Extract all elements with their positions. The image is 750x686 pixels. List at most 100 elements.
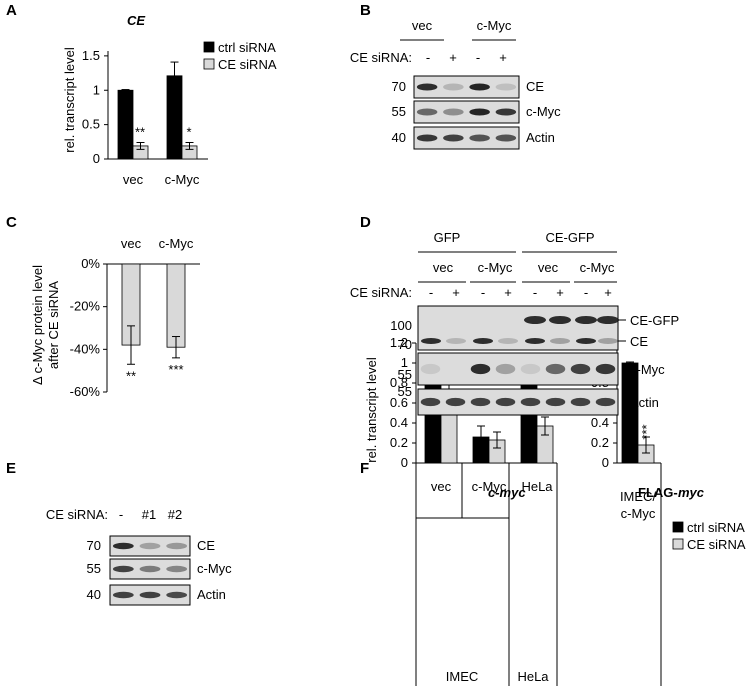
blot-d-myc-band bbox=[420, 363, 441, 375]
chart-c-ytick-label: -20% bbox=[70, 299, 101, 314]
panel-letter-b: B bbox=[360, 2, 371, 19]
chart-f1-xlabel: vec bbox=[431, 479, 452, 494]
blot-d-sign: + bbox=[556, 285, 564, 300]
blot-d-ce-band bbox=[498, 338, 518, 344]
chart-a-ytick-label: 0 bbox=[93, 151, 100, 166]
chart-f2-legend-swatch bbox=[672, 538, 684, 550]
chart-c-ylabel-2: after CE siRNA bbox=[46, 281, 61, 369]
blot-b-row-label: CE bbox=[526, 79, 544, 94]
blot-e-mw: 70 bbox=[87, 538, 101, 553]
blot-e-row-label: Actin bbox=[197, 587, 226, 602]
chart-a-legend-label: ctrl siRNA bbox=[218, 40, 276, 55]
chart-f2-legend-label: ctrl siRNA bbox=[687, 520, 745, 535]
chart-f2-ytick-label: 0.2 bbox=[591, 435, 609, 450]
blot-b-mw: 70 bbox=[392, 79, 406, 94]
chart-a-xlabel: c-Myc bbox=[165, 172, 200, 187]
blot-b-sign: + bbox=[499, 50, 507, 65]
chart-f1-ytick-label: 1.2 bbox=[390, 335, 408, 350]
blot-b-row-0-band bbox=[443, 83, 464, 91]
chart-a-annotation: * bbox=[186, 125, 191, 140]
chart-c-xlabel: c-Myc bbox=[159, 236, 194, 251]
chart-f1-xlabel: c-Myc bbox=[472, 479, 507, 494]
chart-f1-ytick-label: 1 bbox=[401, 355, 408, 370]
chart-f2-title-a: FLAG- bbox=[638, 485, 678, 500]
blot-b-sign: - bbox=[426, 50, 430, 65]
panel-letter-d: D bbox=[360, 214, 371, 231]
chart-f1-title: c-myc bbox=[488, 485, 526, 500]
blot-d-mw: 70 bbox=[398, 337, 412, 352]
blot-d-row-label: CE bbox=[630, 334, 648, 349]
blot-d-actin-band bbox=[420, 397, 441, 407]
chart-c-bar bbox=[166, 263, 186, 348]
blot-d-ce-band bbox=[421, 338, 441, 344]
blot-e-row-2-band bbox=[166, 591, 188, 599]
blot-b-row-2-band bbox=[495, 134, 517, 142]
chart-a-legend-swatch bbox=[203, 41, 215, 53]
chart-f2-title-b: myc bbox=[678, 485, 705, 500]
blot-d-cegfp-band bbox=[597, 316, 619, 324]
blot-b-row-0-band bbox=[469, 83, 490, 91]
chart-f1-ytick-label: 0 bbox=[401, 455, 408, 470]
chart-f2-ytick-label: 0 bbox=[602, 455, 609, 470]
blot-e-row-0-band bbox=[166, 542, 188, 550]
blot-d-mw: 55 bbox=[398, 367, 412, 382]
panel-letter-c: C bbox=[6, 214, 17, 231]
chart-f1-ytick-label: 0.4 bbox=[390, 415, 408, 430]
blot-e-row-2-band bbox=[112, 591, 134, 599]
blot-d-cegfp-band bbox=[524, 316, 546, 324]
blot-d-subgroup: c-Myc bbox=[478, 260, 513, 275]
blot-d-myc-band bbox=[545, 363, 566, 375]
blot-b-row-1-band bbox=[469, 108, 490, 116]
blot-b-row-0-band bbox=[416, 83, 438, 91]
blot-b-row-label: c-Myc bbox=[526, 104, 561, 119]
chart-c-ylabel-1: Δ c-Myc protein level bbox=[30, 265, 45, 385]
chart-f2-ytick-label: 0.4 bbox=[591, 415, 609, 430]
blot-d-group-gfp: GFP bbox=[434, 230, 461, 245]
blot-b-row-1-band bbox=[495, 108, 517, 116]
blot-d-actin-band bbox=[570, 397, 591, 407]
chart-a-legend-label: CE siRNA bbox=[218, 57, 277, 72]
blot-b-row-1-frame bbox=[413, 100, 520, 124]
blot-d-sign: - bbox=[481, 285, 485, 300]
blot-d-myc-band bbox=[595, 363, 616, 375]
chart-f1-xlabel: HeLa bbox=[521, 479, 553, 494]
blot-b-row-1-band bbox=[416, 108, 438, 116]
blot-d-sirna-label: CE siRNA: bbox=[350, 285, 412, 300]
blot-d-subgroup: vec bbox=[538, 260, 559, 275]
blot-d-myc-band bbox=[520, 363, 541, 375]
chart-f2-xlabel-1: IMEC/ bbox=[620, 489, 657, 504]
blot-d-mw: 100 bbox=[390, 318, 412, 333]
blot-d-sign: - bbox=[533, 285, 537, 300]
blot-d-actin-band bbox=[445, 397, 466, 407]
blot-b-row-label: Actin bbox=[526, 130, 555, 145]
chart-a-bar bbox=[117, 89, 134, 160]
blot-d-actin-band bbox=[545, 397, 566, 407]
chart-a-annotation: ** bbox=[135, 125, 145, 140]
blot-d-top-frame bbox=[417, 305, 619, 351]
blot-d-actin-band bbox=[595, 397, 616, 407]
blot-e-row-label: CE bbox=[197, 538, 215, 553]
blot-d-cegfp-band bbox=[575, 316, 597, 324]
panel-letter-f: F bbox=[360, 460, 370, 477]
blot-b-row-1-band bbox=[443, 108, 464, 116]
chart-f2-annotation: *** bbox=[639, 424, 654, 439]
panel-letter-a: A bbox=[6, 2, 17, 19]
blot-d-row-label: CE-GFP bbox=[630, 313, 679, 328]
chart-c-annotation: ** bbox=[126, 368, 136, 383]
blot-d-myc-frame bbox=[417, 352, 619, 386]
blot-e-lane: - bbox=[119, 507, 123, 522]
blot-d-subgroup: vec bbox=[433, 260, 454, 275]
blot-d-ce-band bbox=[473, 338, 493, 344]
blot-e-row-2-band bbox=[139, 591, 161, 599]
chart-c-ytick-label: 0% bbox=[81, 256, 100, 271]
blot-b-sirna-label: CE siRNA: bbox=[350, 50, 412, 65]
blot-d-cegfp-band bbox=[549, 316, 571, 324]
blot-d-mw: 55 bbox=[398, 384, 412, 399]
blot-e-row-1-band bbox=[139, 565, 161, 573]
blot-b-row-2-frame bbox=[413, 126, 520, 150]
blot-d-sign: - bbox=[429, 285, 433, 300]
chart-f1-ylabel: rel. transcript level bbox=[364, 357, 379, 463]
chart-f2-legend-label: CE siRNA bbox=[687, 537, 746, 552]
chart-c-xlabel: vec bbox=[121, 236, 142, 251]
blot-d-sign: + bbox=[452, 285, 460, 300]
